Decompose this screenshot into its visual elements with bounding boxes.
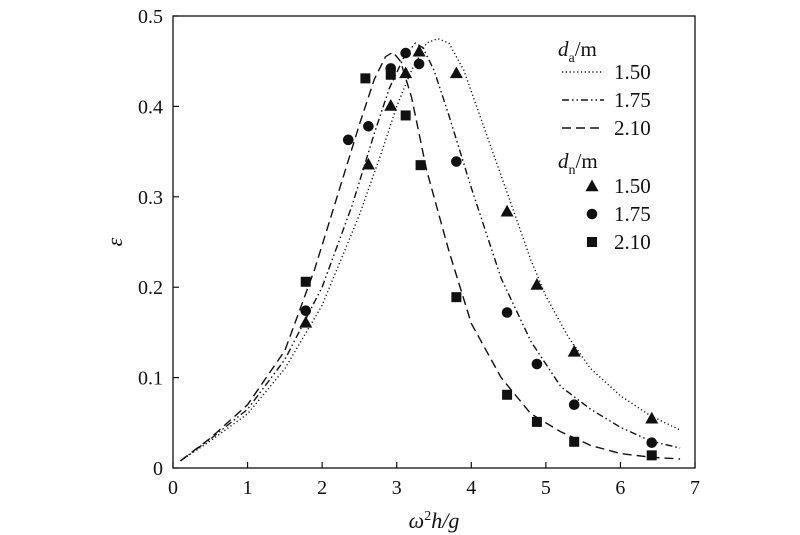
y-tick-label: 0.5: [138, 6, 163, 28]
legend-label: 1.75: [614, 202, 651, 226]
data-point-circle: [451, 156, 462, 167]
data-point-circle: [363, 120, 374, 132]
y-tick-label: 0.3: [138, 187, 163, 209]
legend-title: dn/m: [558, 149, 598, 178]
legend-label: 2.10: [614, 230, 651, 254]
data-point-triangle: [645, 411, 659, 424]
data-point-circle: [413, 58, 425, 70]
legend-label: 1.50: [614, 60, 651, 84]
data-point-triangle: [299, 315, 313, 328]
data-point-square: [385, 69, 396, 80]
data-point-circle: [646, 437, 658, 448]
x-tick-label: 2: [317, 477, 327, 499]
y-tick-label: 0.1: [138, 368, 163, 390]
legend-label: 2.10: [614, 116, 651, 140]
data-point-circle: [568, 399, 580, 411]
data-point-square: [300, 276, 311, 287]
data-point-triangle: [530, 277, 544, 290]
x-tick-label: 3: [392, 477, 402, 499]
legend-marker-circle: [586, 208, 598, 220]
data-point-square: [502, 389, 513, 400]
legend-title: da/m: [558, 37, 597, 66]
data-point-triangle: [500, 204, 514, 217]
y-axis-label: ε: [102, 237, 127, 246]
data-point-square: [400, 110, 411, 121]
data-point-square: [569, 436, 580, 447]
line-series-group: [180, 37, 681, 462]
line-series-1.50: [180, 37, 681, 462]
data-point-circle: [400, 47, 411, 59]
data-point-circle: [342, 134, 354, 146]
data-point-square: [360, 73, 371, 84]
data-point-square: [451, 292, 462, 303]
legend-label: 1.50: [614, 174, 651, 198]
y-tick-label: 0.2: [138, 277, 163, 299]
x-tick-label: 4: [466, 477, 476, 499]
legend-label: 1.75: [614, 88, 651, 112]
data-point-triangle: [412, 44, 426, 57]
data-point-circle: [501, 307, 513, 318]
x-tick-label: 5: [541, 477, 551, 499]
axes: 0 1 2 3 4 5 6 7 0 0.1 0.2 0.3 0.4 0.5 ω2h/g ε: [102, 6, 700, 533]
legend-marker-square: [587, 237, 597, 247]
marker-series-group: [299, 44, 659, 461]
x-tick-label: 7: [690, 477, 700, 499]
data-point-triangle: [567, 344, 581, 357]
data-point-square: [531, 416, 542, 427]
y-tick-label: 0: [153, 458, 163, 480]
data-point-triangle: [384, 98, 398, 111]
line-series-1.75: [180, 42, 681, 462]
y-tick-label: 0.4: [138, 96, 163, 118]
x-tick-label: 6: [615, 477, 625, 499]
x-tick-label: 0: [168, 477, 178, 499]
plot-frame: [172, 15, 696, 469]
x-axis-label: ω2h/g: [409, 508, 460, 533]
data-point-triangle: [399, 66, 413, 79]
data-point-square: [646, 450, 657, 461]
data-point-triangle: [361, 157, 375, 170]
data-point-circle: [531, 358, 543, 370]
data-point-square: [415, 160, 426, 171]
legend-marker-triangle: [585, 179, 599, 192]
data-point-triangle: [449, 66, 463, 79]
legend: da/m 1.50 1.75 2.10 dn/m 1.50 1.75 2.10: [558, 37, 651, 254]
x-tick-label: 1: [243, 477, 253, 499]
data-point-circle: [300, 305, 312, 317]
